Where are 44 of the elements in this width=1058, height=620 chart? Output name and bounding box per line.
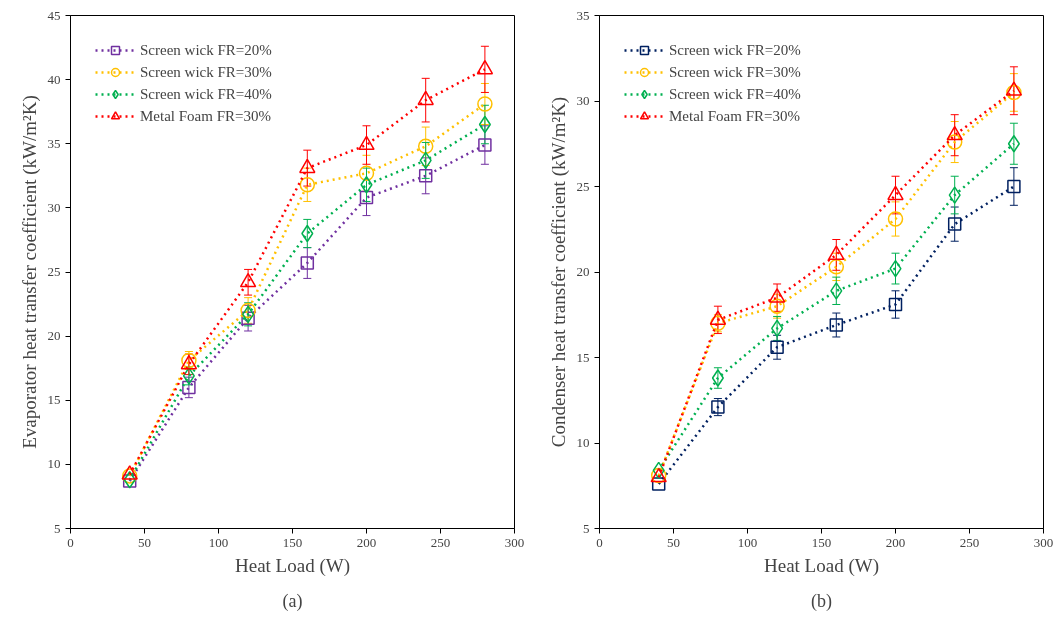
legend-label: Metal Foam FR=30% [140, 107, 271, 125]
y-tick-label: 10 [47, 456, 61, 472]
x-tick-label: 250 [959, 534, 980, 550]
y-tick-label: 30 [47, 199, 61, 215]
y-tick-label: 15 [47, 392, 61, 408]
legend-label: Metal Foam FR=30% [669, 107, 800, 125]
y-tick-label: 5 [54, 520, 61, 536]
legend-label: Screen wick FR=40% [140, 85, 272, 103]
x-tick-label: 250 [430, 534, 451, 550]
y-tick-label: 15 [576, 349, 590, 365]
text: (b) [811, 590, 833, 612]
y-tick-label: 5 [583, 520, 590, 536]
x-tick-label: 300 [504, 534, 525, 550]
legend-label: Screen wick FR=20% [140, 41, 272, 59]
x-tick-label: 150 [282, 534, 303, 550]
x-tick-label: 200 [885, 534, 906, 550]
x-tick-label: 0 [67, 534, 74, 550]
x-tick-label: 50 [138, 534, 151, 550]
x-tick-label: 50 [667, 534, 680, 550]
y-tick-label: 20 [576, 264, 590, 279]
y-tick-label: 25 [576, 178, 590, 194]
y-tick-label: 40 [47, 71, 61, 87]
x-tick-label: 300 [1033, 534, 1054, 550]
y-tick-label: 35 [576, 7, 590, 23]
legend-label: Screen wick FR=30% [669, 63, 801, 81]
y-tick-label: 35 [47, 135, 61, 151]
legend-label: Screen wick FR=30% [140, 63, 272, 81]
x-tick-label: 100 [208, 534, 229, 550]
x-tick-label: 150 [811, 534, 832, 550]
y-tick-label: 30 [576, 93, 590, 108]
y-tick-label: 10 [576, 435, 590, 450]
text: (a) [282, 590, 303, 612]
y-tick-label: 45 [47, 7, 61, 23]
x-axis-title: Heat Load (W) [235, 554, 350, 577]
x-tick-label: 0 [596, 534, 603, 550]
y-tick-label: 25 [47, 264, 61, 279]
y-axis-title: Evaporator heat transfer coefficient (kW/m²K) [18, 95, 41, 449]
x-tick-label: 100 [737, 534, 758, 550]
y-axis-title: Condenser heat transfer coefficient (kW/m²K) [547, 96, 570, 448]
y-tick-label: 20 [47, 328, 61, 344]
legend-label: Screen wick FR=20% [669, 41, 801, 59]
x-axis-title: Heat Load (W) [764, 554, 879, 577]
x-tick-label: 200 [356, 534, 377, 550]
legend-label: Screen wick FR=40% [669, 85, 801, 103]
